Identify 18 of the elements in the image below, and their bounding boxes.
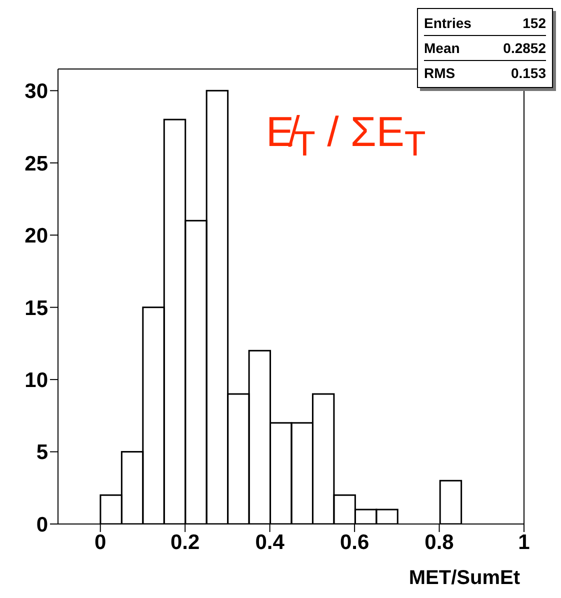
x-tick-label: 1	[518, 530, 530, 554]
y-tick-label: 30	[24, 80, 48, 104]
y-tick-label: 25	[24, 152, 48, 176]
x-tick-label: 0	[94, 530, 106, 554]
y-tick-label: 20	[24, 224, 48, 248]
x-tick-label: 0.6	[340, 530, 370, 554]
text: Entries 152	[424, 15, 546, 31]
annotation: E̸$_{T}$ / ΣE$_{T}$	[266, 108, 426, 164]
y-tick-label: 10	[24, 369, 48, 392]
y-tick-label: 5	[36, 441, 48, 464]
x-axis-title: MET/SumEt	[408, 567, 520, 589]
y-tick-label: 0	[36, 513, 48, 536]
x-tick-label: 0.8	[424, 530, 454, 554]
text: RMS 0.153	[424, 65, 546, 81]
y-tick-label: 15	[24, 296, 48, 320]
text: Mean 0.2852	[424, 40, 546, 56]
x-tick-label: 0.4	[255, 530, 285, 554]
x-tick-label: 0.2	[170, 530, 200, 554]
